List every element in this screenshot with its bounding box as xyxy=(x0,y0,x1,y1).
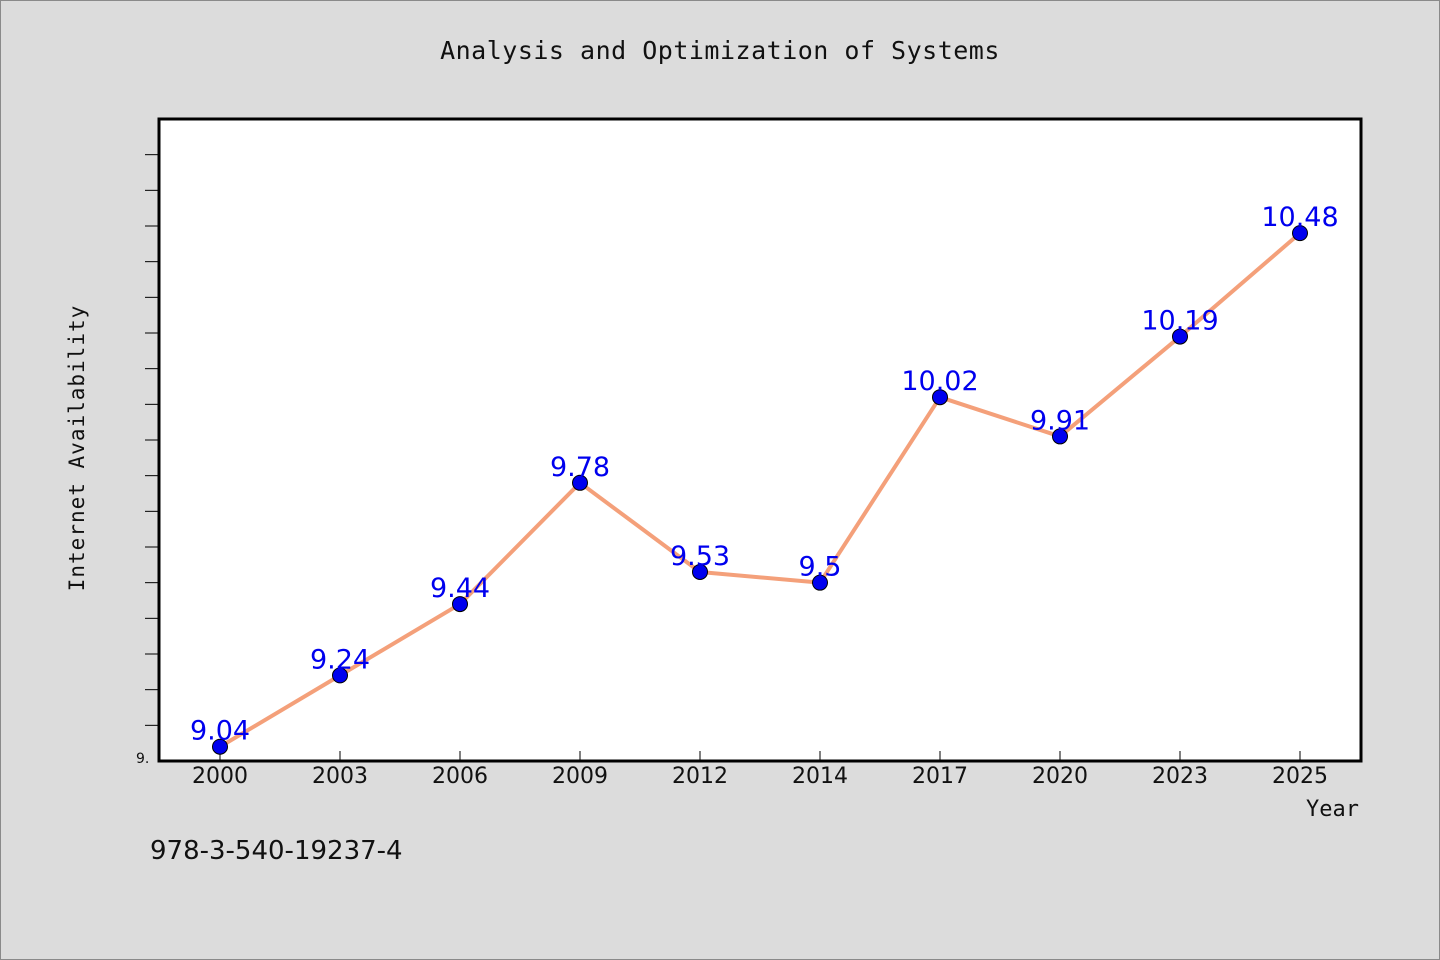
x-tick-label: 2000 xyxy=(192,764,248,789)
data-point xyxy=(1172,328,1188,345)
data-label: 10.19 xyxy=(1141,306,1218,337)
x-axis-ticks xyxy=(219,751,1301,761)
data-label: 9.04 xyxy=(190,716,250,747)
x-axis-label: Year xyxy=(1306,797,1359,822)
x-tick-label: 2020 xyxy=(1032,764,1088,789)
data-label: 9.53 xyxy=(670,541,730,572)
x-tick-label: 2014 xyxy=(792,764,848,789)
data-point xyxy=(572,474,588,491)
data-labels: 9.04 9.24 9.44 9.78 9.53 9.5 10.02 9.91 10.19 10.… xyxy=(190,202,1339,747)
x-tick-label: 2006 xyxy=(432,764,488,789)
data-label: 10.02 xyxy=(901,366,978,397)
data-label: 9.5 xyxy=(799,552,842,583)
chart-title: Analysis and Optimization of Systems xyxy=(440,36,1000,65)
data-point xyxy=(332,667,348,684)
data-label: 10.48 xyxy=(1261,202,1338,233)
data-point xyxy=(692,563,708,580)
x-tick-label: 2017 xyxy=(912,764,968,789)
series-markers xyxy=(212,225,1308,755)
data-label: 9.91 xyxy=(1030,405,1090,436)
x-tick-label: 2023 xyxy=(1152,764,1208,789)
plot-area xyxy=(157,117,1363,763)
y-axis-ticks xyxy=(145,154,159,726)
data-label: 9.44 xyxy=(430,573,490,604)
x-tick-label: 2025 xyxy=(1272,764,1328,789)
data-point xyxy=(812,574,828,591)
x-tick-label: 2003 xyxy=(312,764,368,789)
data-point xyxy=(932,389,948,406)
data-point xyxy=(212,738,228,755)
data-point xyxy=(452,596,468,613)
x-tick-label: 2009 xyxy=(552,764,608,789)
data-point xyxy=(1292,225,1308,242)
x-axis-tick-labels: 2000 2003 2006 2009 2012 2014 2017 2020 2023 2025 xyxy=(192,764,1328,789)
data-label: 9.78 xyxy=(550,452,610,483)
isbn-text: 978-3-540-19237-4 xyxy=(150,836,403,866)
y-axis-label: Internet Availability xyxy=(65,304,89,592)
x-tick-label: 2012 xyxy=(672,764,728,789)
y-axis-tick-label: 9. xyxy=(136,751,150,767)
series-line xyxy=(218,231,1302,749)
data-point xyxy=(1052,428,1068,445)
data-label: 9.24 xyxy=(310,644,370,675)
